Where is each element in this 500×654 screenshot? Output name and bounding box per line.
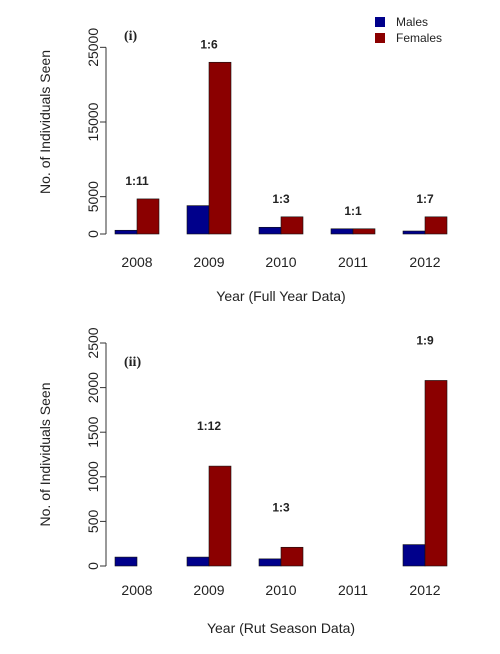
x-tick-label: 2010 bbox=[265, 582, 296, 598]
ratio-label: 1:3 bbox=[272, 192, 290, 206]
bar-males-2012 bbox=[402, 544, 426, 567]
bar-females-2009 bbox=[208, 61, 232, 235]
ratio-label: 1:11 bbox=[125, 174, 149, 188]
x-tick-label: 2008 bbox=[121, 254, 152, 270]
bar-males-2012 bbox=[402, 230, 426, 235]
ratio-label: 1:12 bbox=[197, 419, 221, 433]
x-axis-title: Year (Rut Season Data) bbox=[207, 620, 355, 636]
bar-females-2009 bbox=[208, 465, 232, 567]
y-tick-label: 0 bbox=[85, 562, 101, 570]
y-tick-label: 25000 bbox=[85, 28, 101, 67]
legend-swatch-females bbox=[375, 33, 385, 43]
bar-females-2010 bbox=[280, 546, 304, 567]
ratio-label: 1:9 bbox=[416, 333, 434, 347]
bar-males-2008 bbox=[114, 229, 138, 235]
y-tick-label: 5000 bbox=[85, 181, 101, 212]
bar-females-2010 bbox=[280, 216, 304, 235]
y-tick-label: 2000 bbox=[85, 372, 101, 403]
bar-males-2010 bbox=[258, 226, 282, 235]
y-tick-label: 2500 bbox=[85, 327, 101, 358]
bar-females-2012 bbox=[424, 380, 448, 567]
y-tick-label: 500 bbox=[85, 510, 101, 534]
bar-males-2009 bbox=[186, 205, 210, 235]
legend-swatch-males bbox=[375, 17, 385, 27]
x-tick-label: 2012 bbox=[409, 254, 440, 270]
panel-label: (ii) bbox=[124, 355, 141, 370]
x-tick-label: 2010 bbox=[265, 254, 296, 270]
x-tick-label: 2011 bbox=[338, 254, 368, 270]
x-tick-label: 2008 bbox=[121, 582, 152, 598]
y-tick-label: 1500 bbox=[85, 416, 101, 447]
ratio-label: 1:6 bbox=[200, 37, 218, 51]
y-tick-label: 0 bbox=[85, 230, 101, 238]
y-axis-title: No. of Individuals Seen bbox=[37, 50, 53, 194]
panel-label: (i) bbox=[124, 29, 138, 44]
ratio-label: 1:3 bbox=[272, 500, 290, 514]
bar-males-2010 bbox=[258, 558, 282, 567]
bar-females-2011 bbox=[352, 228, 376, 235]
legend-label-males: Males bbox=[396, 15, 428, 29]
ratio-label: 1:1 bbox=[344, 204, 362, 218]
bar-males-2009 bbox=[186, 556, 210, 567]
x-tick-label: 2011 bbox=[338, 582, 368, 598]
bar-females-2008 bbox=[136, 198, 160, 235]
y-tick-label: 1000 bbox=[85, 461, 101, 492]
bar-females-2012 bbox=[424, 216, 448, 235]
x-tick-label: 2012 bbox=[409, 582, 440, 598]
legend-label-females: Females bbox=[396, 31, 442, 45]
x-axis-title: Year (Full Year Data) bbox=[216, 288, 345, 304]
panel-ii: 0 500 1000 1500 2000 2500 No. of Individuals S… bbox=[37, 327, 448, 636]
x-tick-label: 2009 bbox=[193, 582, 224, 598]
y-tick-label: 15000 bbox=[85, 102, 101, 141]
bar-males-2011 bbox=[330, 228, 354, 235]
x-tick-label: 2009 bbox=[193, 254, 224, 270]
panel-i: 0 5000 15000 25000 No. of Individuals Seen (i… bbox=[37, 15, 448, 304]
ratio-label: 1:7 bbox=[416, 192, 434, 206]
y-axis-title: No. of Individuals Seen bbox=[37, 383, 53, 527]
bar-males-2008 bbox=[114, 556, 138, 567]
